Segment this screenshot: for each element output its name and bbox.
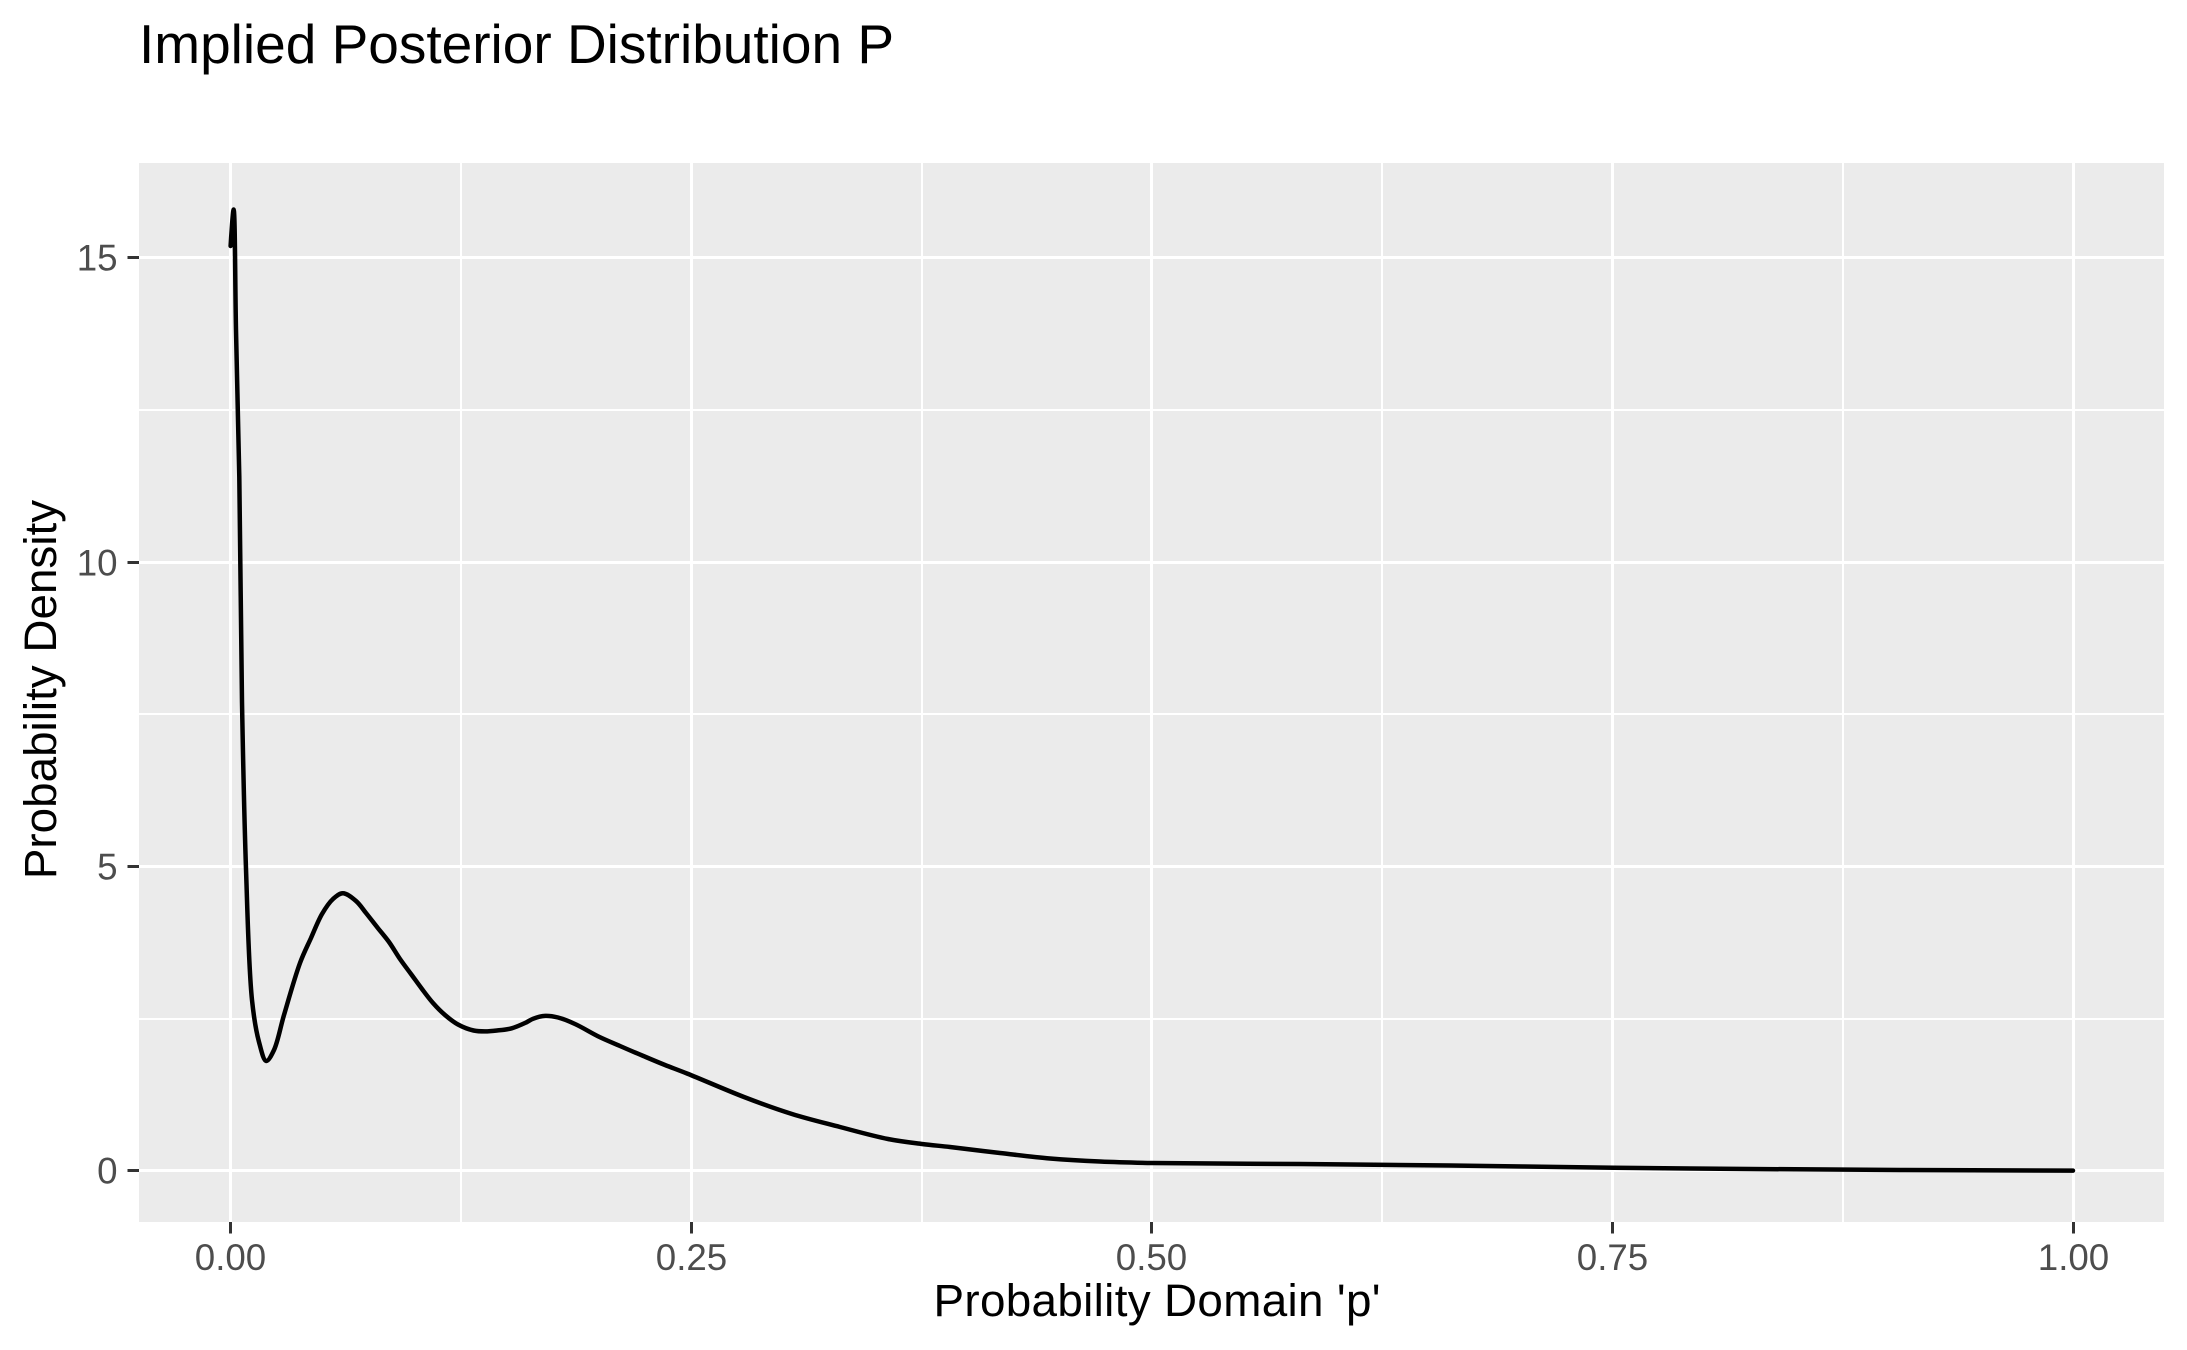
svg-text:15: 15: [77, 238, 118, 279]
svg-text:1.00: 1.00: [2038, 1237, 2109, 1278]
svg-text:Probability Density: Probability Density: [15, 500, 66, 879]
svg-text:0.75: 0.75: [1577, 1237, 1648, 1278]
svg-text:5: 5: [97, 847, 117, 888]
svg-text:Probability Domain 'p': Probability Domain 'p': [934, 1275, 1381, 1326]
svg-text:0.00: 0.00: [195, 1237, 266, 1278]
svg-text:0.25: 0.25: [656, 1237, 727, 1278]
svg-text:0: 0: [97, 1151, 117, 1192]
svg-text:10: 10: [77, 543, 118, 584]
svg-text:Implied Posterior Distribution: Implied Posterior Distribution P: [139, 13, 894, 75]
svg-text:0.50: 0.50: [1116, 1237, 1187, 1278]
